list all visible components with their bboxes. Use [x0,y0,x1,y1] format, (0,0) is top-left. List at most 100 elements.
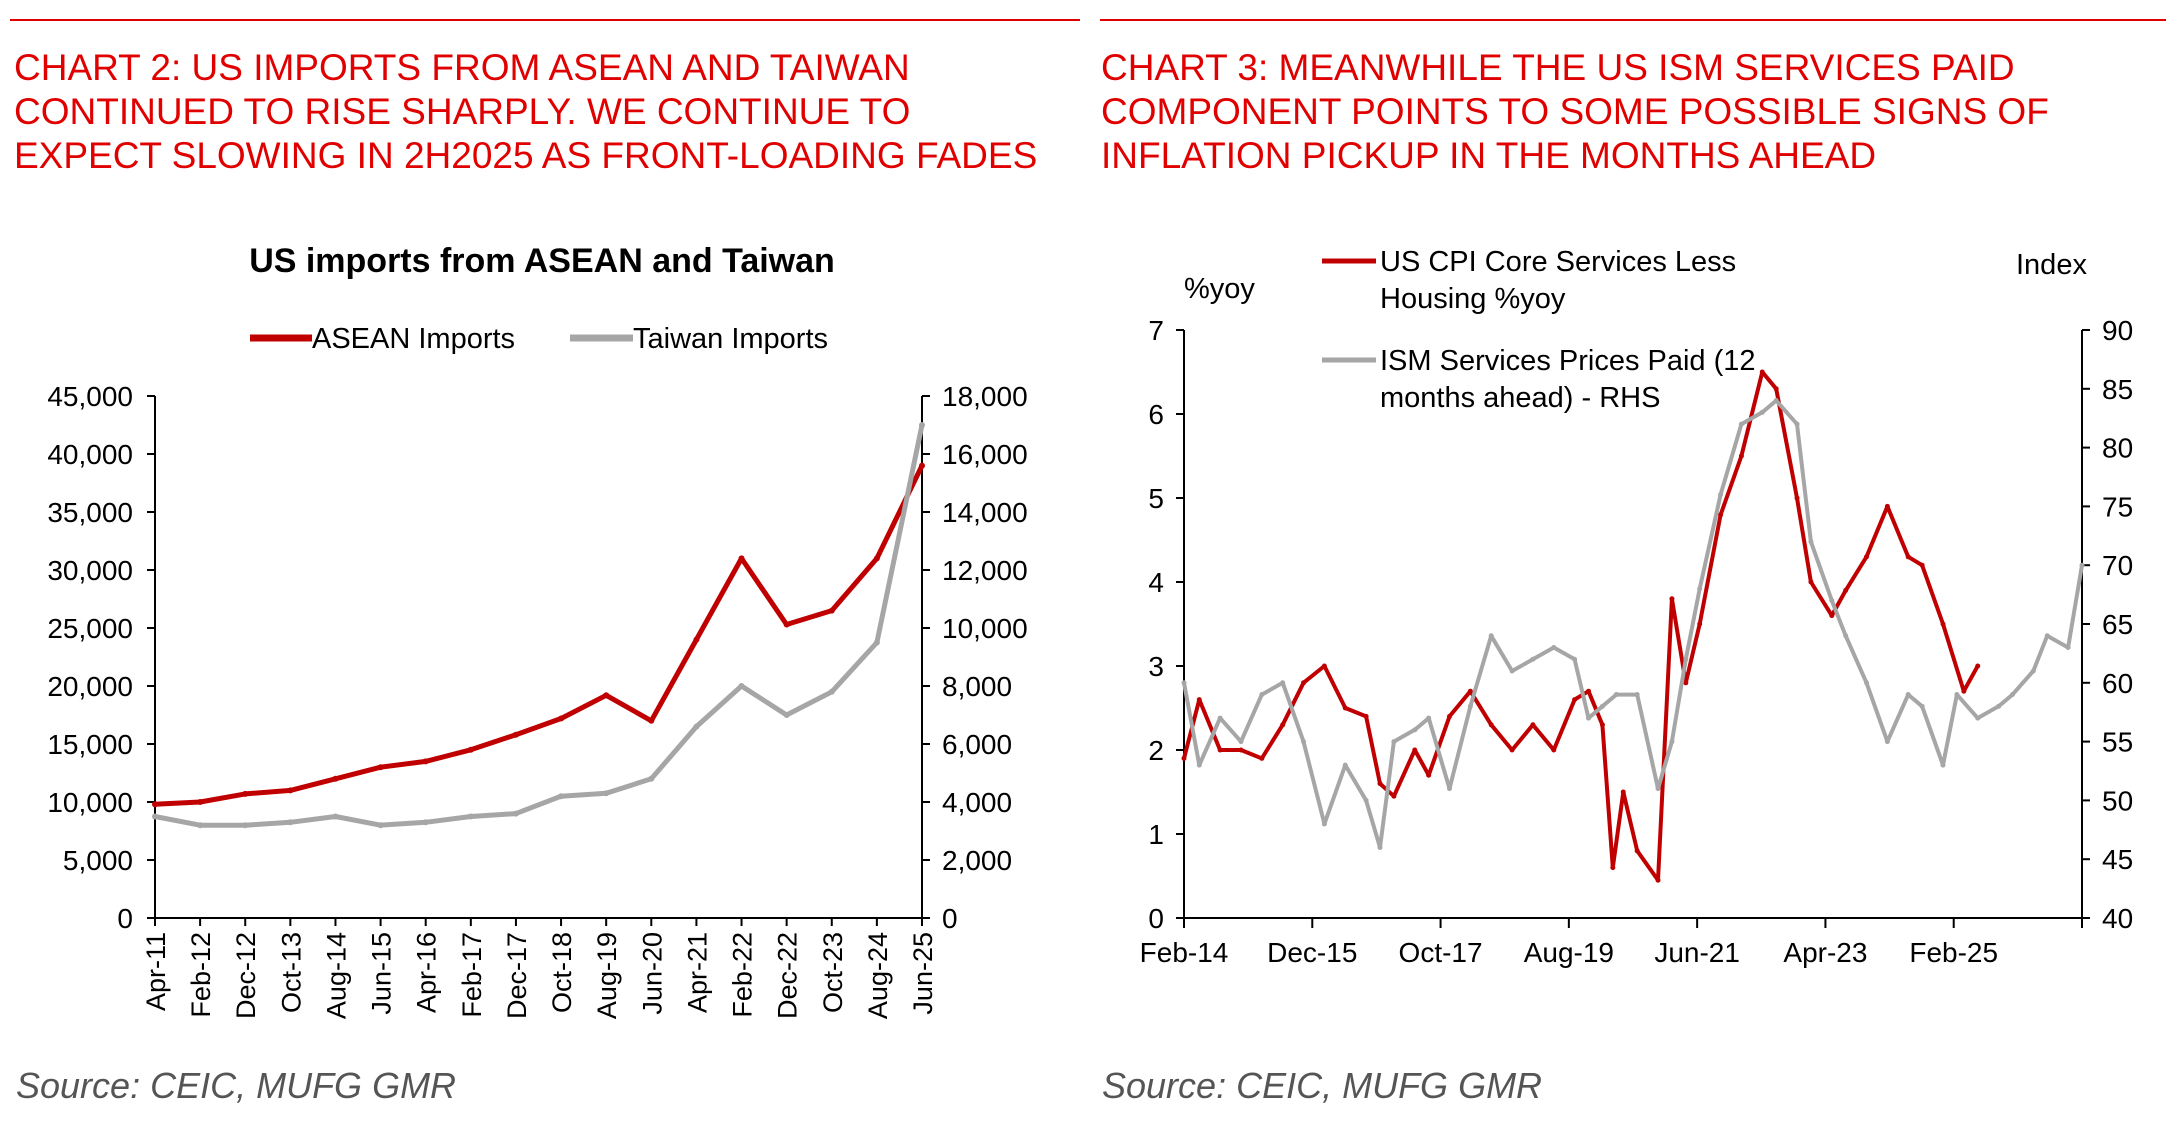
chart3-ism-point [1843,633,1849,639]
chart3-cpi-point [1864,554,1870,560]
chart2-right-tick-label: 0 [942,903,958,934]
chart3-ism-point [1634,692,1640,698]
chart3-ism-point [1808,539,1814,545]
chart2-asean-point [783,621,790,628]
chart3-ism-point [1280,680,1286,686]
chart2-heading: CHART 2: US IMPORTS FROM ASEAN AND TAIWA… [14,46,1037,178]
chart2-x-tick-label: Oct-18 [547,932,577,1013]
chart3-cpi-point [1391,793,1397,799]
chart3-ism-point [1697,586,1703,592]
chart3-cpi-point [1697,621,1703,627]
chart2-taiwan-point [242,822,249,829]
chart3-cpi-point [1259,755,1265,761]
chart3-cpi-point [1794,495,1800,501]
chart2-asean-point [648,717,655,724]
chart3-ism-point [1377,844,1383,850]
chart2-x-tick-label: Feb-17 [457,932,487,1018]
chart3-ism-point [1613,692,1619,698]
chart3-cpi-point [1377,781,1383,787]
chart3-ism-point [1884,739,1890,745]
chart3-ism-point [1509,668,1515,674]
chart3-right-tick-label: 75 [2102,491,2133,522]
chart3-heading-line-3: INFLATION PICKUP IN THE MONTHS AHEAD [1101,135,1877,176]
chart3-cpi-point [1919,562,1925,568]
chart2-taiwan-point [648,775,655,782]
chart3-series [1181,369,2085,883]
chart3-ism-point [1773,398,1779,404]
chart2-right-tick-label: 6,000 [942,729,1012,760]
chart3-cpi-point [1342,705,1348,711]
chart3-right-tick-label: 55 [2102,727,2133,758]
chart3-x-tick-label: Jun-21 [1654,937,1740,968]
chart3-ism-point [1655,786,1661,792]
chart3-ism-point [1586,715,1592,721]
chart3-ism-point [2065,645,2071,651]
chart3-cpi-point [1610,865,1616,871]
chart2-taiwan-point [873,639,880,646]
chart3-cpi-point [1509,747,1515,753]
right-top-rule [1100,19,2166,21]
chart3-cpi-point [1321,663,1327,669]
chart2-right-tick-label: 12,000 [942,555,1028,586]
chart2-legend-taiwan-label: Taiwan Imports [633,323,828,355]
chart2-right-tick-label: 18,000 [942,381,1028,412]
chart2-asean-point [558,715,565,722]
chart2-right-tick-label: 16,000 [942,439,1028,470]
chart2-asean-point [287,787,294,794]
chart3-x-tick-label: Dec-15 [1267,937,1357,968]
chart2-right-tick-label: 8,000 [942,671,1012,702]
chart2-x-tick-label: Aug-19 [592,932,622,1019]
chart3-cpi-point [1961,688,1967,694]
chart3-right-tick-label: 50 [2102,785,2133,816]
chart3-ism-point [1794,421,1800,427]
chart2-x-tick-label: Aug-14 [321,932,351,1019]
chart2-heading-line-1: CHART 2: US IMPORTS FROM ASEAN AND TAIWA… [14,47,910,88]
chart2-x-tick-label: Feb-12 [186,932,216,1018]
chart2-taiwan-point [919,422,925,428]
chart3-heading-line-2: COMPONENT POINTS TO SOME POSSIBLE SIGNS … [1101,91,2049,132]
chart3-ism-point [1196,762,1202,768]
chart3-ism-point [1759,409,1765,415]
chart3-ism-point [1301,739,1307,745]
chart2-asean-point [242,790,249,797]
chart2-legend-asean-label: ASEAN Imports [312,323,515,355]
chart3-right-axis-title: Index [2016,249,2087,281]
chart3-cpi-point [1551,747,1557,753]
chart2-asean-point [332,775,339,782]
chart3-ism-point [1259,692,1265,698]
chart3-right-tick-label: 85 [2102,374,2133,405]
chart3-legend-ism-label-line-1: ISM Services Prices Paid (12 [1380,345,1756,377]
chart3-heading: CHART 3: MEANWHILE THE US ISM SERVICES P… [1101,46,2049,178]
chart3-right-tick-label: 45 [2102,844,2133,875]
chart2-series [152,422,925,829]
chart3-cpi-ism-line-chart: %yoy Index US CPI Core Services Less Hou… [1140,246,2134,968]
chart2-x-tick-label: Oct-13 [276,932,306,1013]
chart2-taiwan-point [287,819,294,826]
chart3-cpi-point [1683,680,1689,686]
chart2-taiwan-point [377,822,384,829]
chart2-x-tick-label: Apr-16 [412,932,442,1013]
chart2-asean-point [919,462,925,469]
chart2-x-tick-label: Jun-20 [637,932,667,1015]
chart3-cpi-point [1773,386,1779,392]
chart2-x-tick-label: Jun-15 [367,932,397,1015]
chart2-right-tick-label: 4,000 [942,787,1012,818]
chart3-left-tick-label: 6 [1148,399,1164,430]
chart3-ism-point [1940,762,1946,768]
chart3-cpi-point [1599,722,1605,728]
chart3-right-tick-label: 90 [2102,315,2133,346]
chart2-asean-point [693,636,700,643]
chart3-left-tick-label: 5 [1148,483,1164,514]
chart2-left-tick-label: 35,000 [47,497,133,528]
chart2-taiwan-point [828,688,835,695]
chart2-taiwan-point [197,822,204,829]
chart3-right-tick-label: 60 [2102,668,2133,699]
chart3-ism-point [1530,656,1536,662]
chart3-ism-point [1238,739,1244,745]
chart2-asean-point [467,746,474,753]
chart2-left-tick-label: 45,000 [47,381,133,412]
chart3-cpi-point [1196,697,1202,703]
chart2-left-tick-label: 15,000 [47,729,133,760]
chart3-cpi-point [1238,747,1244,753]
chart3-legend-cpi-label-line-2: Housing %yoy [1380,283,1566,315]
